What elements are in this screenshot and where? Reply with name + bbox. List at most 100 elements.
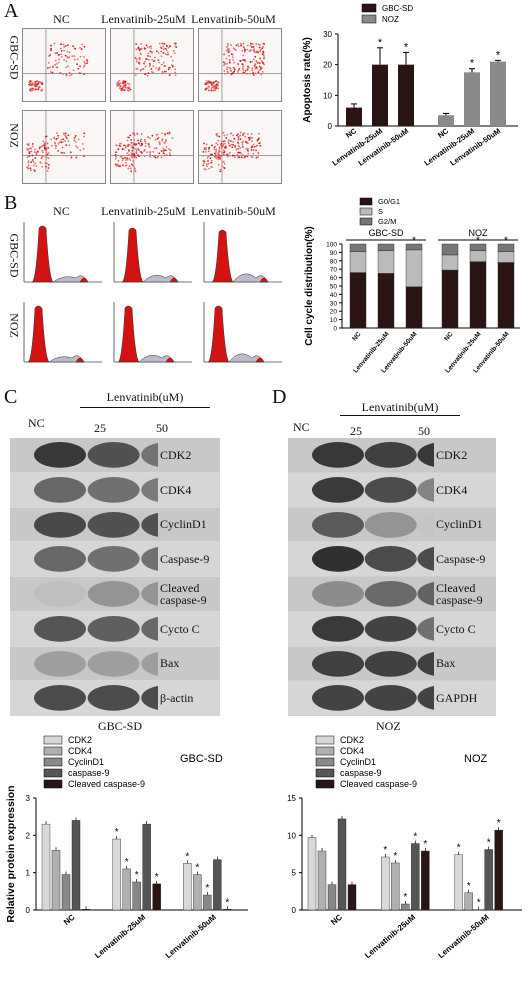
- flow-dot: [207, 82, 209, 84]
- flow-dot: [34, 157, 36, 159]
- flow-dot: [124, 81, 126, 83]
- flow-dot: [47, 170, 49, 172]
- panel-a-col-50: Lenvatinib-50uM: [186, 12, 281, 27]
- flow-dot: [156, 147, 158, 149]
- flow-dot: [36, 85, 38, 87]
- flow-dot: [226, 69, 228, 71]
- flow-dot: [242, 154, 244, 156]
- flow-dot: [118, 148, 120, 150]
- blot-band: [34, 651, 86, 677]
- flow-dot: [232, 155, 234, 157]
- flow-dot: [223, 151, 225, 153]
- blot-gbc: CDK2 CDK4 CyclinD1 Caspase-9 Cleaved caspase…: [10, 438, 220, 716]
- flow-dot: [41, 89, 43, 91]
- flow-dot: [125, 159, 127, 161]
- flow-dot: [167, 52, 169, 54]
- panel-b-col-25: Lenvatinib-25uM: [96, 204, 191, 219]
- flow-dot: [71, 157, 73, 159]
- protein-bar: [391, 863, 399, 910]
- flow-dot: [252, 146, 254, 148]
- x-tick-label: NC: [329, 912, 344, 926]
- flow-dot: [152, 72, 154, 74]
- flow-dot: [224, 167, 226, 169]
- flow-dot: [58, 58, 60, 60]
- flow-dot: [61, 56, 63, 58]
- flow-dot: [253, 149, 255, 151]
- flow-dot: [46, 147, 48, 149]
- flow-dot: [205, 151, 207, 153]
- flow-dot: [70, 151, 72, 153]
- apoptosis-bar: [346, 108, 362, 126]
- flow-dot: [225, 137, 227, 139]
- flow-dot: [118, 85, 120, 87]
- flow-dot: [122, 148, 124, 150]
- panel-d-treatment-line: [340, 415, 460, 416]
- gbc-protein-chart: 0123Relative protein expressionCDK2CDK4C…: [0, 730, 262, 982]
- flow-dot: [255, 51, 257, 53]
- panel-a-row-gbc: GBC-SD: [7, 36, 22, 80]
- flow-dot: [138, 142, 140, 144]
- flow-dot: [65, 135, 67, 137]
- flow-dot: [172, 137, 174, 139]
- flow-plot: [110, 110, 194, 184]
- flow-dot: [232, 134, 234, 136]
- flow-dot: [159, 43, 161, 45]
- blot-strip: CDK2: [288, 438, 496, 472]
- y-tick-label: 2: [26, 831, 31, 840]
- flow-dot: [214, 148, 216, 150]
- flow-plot-svg: [199, 111, 281, 183]
- flow-dot: [135, 74, 137, 76]
- flow-dot: [49, 67, 51, 69]
- flow-dot: [40, 162, 42, 164]
- flow-dot: [223, 134, 225, 136]
- significance-star: *: [476, 236, 480, 247]
- y-tick-label: 0: [333, 326, 337, 333]
- blot-band: [365, 685, 417, 711]
- legend-label: CDK2: [340, 735, 364, 745]
- flow-dot: [32, 155, 34, 157]
- flow-dot: [210, 166, 212, 168]
- flow-dot: [34, 151, 36, 153]
- legend-label: caspase-9: [68, 768, 110, 778]
- blot-strip: Caspase-9: [10, 542, 220, 576]
- flow-dot: [67, 65, 69, 67]
- flow-dot: [162, 148, 164, 150]
- flow-dot: [28, 165, 30, 167]
- flow-dot: [262, 53, 264, 55]
- blot-band: [417, 581, 434, 607]
- flow-dot: [237, 155, 239, 157]
- flow-dot: [253, 58, 255, 60]
- y-tick-label: 0: [26, 906, 31, 915]
- y-tick-label: 70: [330, 267, 338, 274]
- flow-dot: [75, 157, 77, 159]
- blot-bands: [288, 473, 434, 507]
- flow-dot: [33, 165, 35, 167]
- stacked-segment: [378, 251, 394, 274]
- flow-dot: [79, 72, 81, 74]
- flow-dot: [219, 146, 221, 148]
- flow-dot: [259, 145, 261, 147]
- x-tick-label: NC: [344, 126, 359, 140]
- flow-dot: [132, 147, 134, 149]
- significance-star: *: [205, 883, 209, 894]
- blot-band: [88, 616, 140, 642]
- flow-dot: [50, 139, 52, 141]
- flow-dot: [202, 164, 204, 166]
- flow-dot: [140, 69, 142, 71]
- flow-dot: [207, 160, 209, 162]
- protein-bar: [183, 863, 191, 910]
- flow-dot: [219, 148, 221, 150]
- flow-dot: [214, 87, 216, 89]
- cell-cycle-histogram: [112, 302, 192, 364]
- flow-dot: [244, 49, 246, 51]
- x-tick-label: NC: [443, 331, 455, 343]
- flow-dot: [228, 153, 230, 155]
- significance-star: *: [413, 832, 417, 843]
- flow-dot: [145, 58, 147, 60]
- protein-bar: [143, 824, 151, 910]
- flow-dot: [79, 65, 81, 67]
- flow-dot: [208, 90, 210, 92]
- flow-dot: [246, 49, 248, 51]
- flow-dot: [228, 55, 230, 57]
